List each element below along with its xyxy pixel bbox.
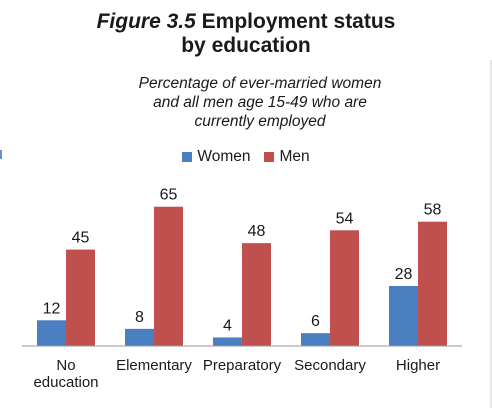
bar-women-1 bbox=[125, 328, 154, 346]
subtitle-line-1: Percentage of ever-married women bbox=[138, 75, 382, 92]
legend-swatch-women bbox=[182, 152, 193, 162]
data-label-women-1: 8 bbox=[135, 309, 144, 326]
chart-subtitle: Percentage of ever-married women and all… bbox=[60, 74, 460, 131]
data-label-men-4: 58 bbox=[424, 202, 442, 219]
data-label-men-3: 54 bbox=[336, 210, 354, 227]
data-label-men-1: 65 bbox=[160, 187, 178, 204]
bar-women-0 bbox=[37, 320, 66, 346]
legend-item-women: Women bbox=[182, 148, 250, 166]
figure-label: Figure 3.5 bbox=[96, 10, 196, 33]
bar-men-3 bbox=[330, 230, 359, 346]
x-tick-label-4: Higher bbox=[396, 357, 440, 374]
data-label-men-0: 45 bbox=[72, 230, 90, 247]
data-label-women-3: 6 bbox=[311, 313, 320, 330]
page-edge-mark bbox=[0, 150, 2, 159]
bar-men-4 bbox=[418, 221, 447, 346]
subtitle-line-2: and all men age 15-49 who are bbox=[153, 94, 367, 111]
x-tick-label-0-0: No bbox=[56, 357, 75, 374]
bar-women-3 bbox=[301, 333, 330, 346]
chart-legend: Women Men bbox=[0, 148, 492, 166]
bar-women-2 bbox=[213, 337, 242, 346]
title-line-2: by education bbox=[181, 34, 311, 57]
title-line-1: Employment status bbox=[201, 10, 396, 33]
page-edge-rule bbox=[490, 60, 492, 408]
x-tick-label-1: Elementary bbox=[116, 357, 192, 374]
data-label-women-2: 4 bbox=[223, 317, 232, 334]
legend-label-men: Men bbox=[279, 148, 310, 165]
data-label-men-2: 48 bbox=[248, 223, 266, 240]
legend-item-men: Men bbox=[264, 148, 310, 166]
legend-label-women: Women bbox=[197, 148, 251, 165]
data-label-women-4: 28 bbox=[395, 266, 413, 283]
bar-men-1 bbox=[154, 206, 183, 346]
x-tick-label-3: Secondary bbox=[294, 357, 366, 374]
x-tick-label-2: Preparatory bbox=[203, 357, 282, 374]
subtitle-line-3: currently employed bbox=[194, 113, 326, 130]
x-tick-label-0-1: education bbox=[33, 374, 98, 391]
bar-men-2 bbox=[242, 243, 271, 346]
bar-women-4 bbox=[389, 286, 418, 346]
data-label-women-0: 12 bbox=[43, 300, 61, 317]
legend-swatch-men bbox=[264, 152, 275, 162]
figure-title: Figure 3.5 Employment status by educatio… bbox=[0, 10, 492, 58]
bar-men-0 bbox=[66, 249, 95, 346]
